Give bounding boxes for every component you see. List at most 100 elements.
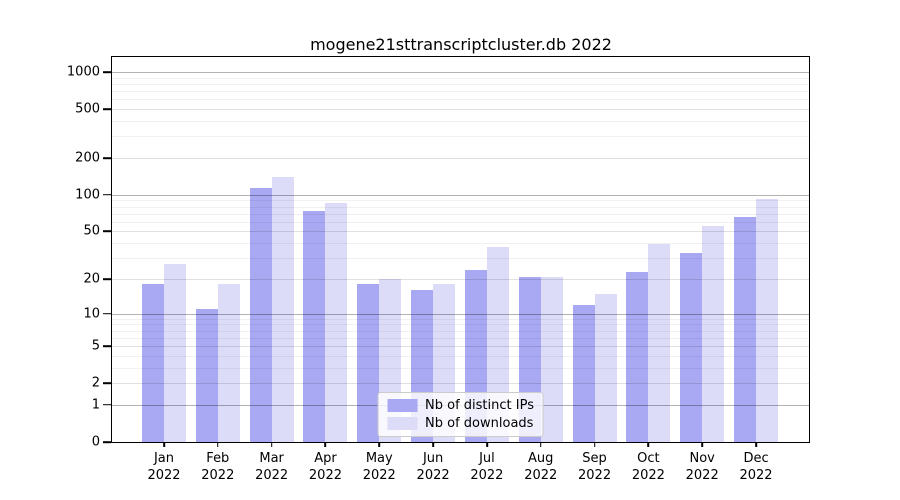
bar-nov-downloads — [702, 226, 725, 442]
x-tick-mark-nov — [701, 442, 703, 447]
y-tick-mark-0 — [102, 441, 111, 443]
gridline-minor-40 — [112, 243, 809, 245]
x-tick-year-aug: 2022 — [524, 468, 558, 483]
gridline-minor-90 — [112, 200, 809, 202]
bar-feb-distinct-ips — [195, 308, 218, 442]
x-tick-year-dec: 2022 — [739, 468, 773, 483]
x-tick-year-jun: 2022 — [416, 468, 450, 483]
x-tick-label-aug: Aug 2022 — [509, 450, 573, 484]
x-tick-mark-mar — [270, 442, 273, 447]
gridline-2 — [112, 383, 809, 385]
gridline-20 — [112, 278, 809, 280]
y-tick-label-10: 10 — [83, 306, 100, 322]
gridline-minor-80 — [112, 206, 809, 208]
y-tick-label-500: 500 — [75, 101, 100, 117]
legend-item-downloads: Nb of downloads — [387, 416, 534, 431]
plot-area: 0 1 2 5 10 20 50 100 200 500 1000 Jan 2022 Feb 2022 Mar… — [67, 56, 810, 483]
bar-apr-downloads — [325, 202, 348, 442]
x-tick-mark-oct — [647, 442, 650, 447]
x-tick-label-jul: Jul 2022 — [455, 450, 519, 484]
x-tick-label-apr: Apr 2022 — [293, 450, 357, 484]
x-tick-month-feb: Feb — [206, 451, 230, 466]
x-tick-mark-feb — [217, 442, 219, 447]
gridline-major-1000 — [112, 72, 809, 74]
legend-item-distinct-ips: Nb of distinct IPs — [387, 398, 534, 413]
y-tick-mark-1 — [102, 404, 111, 406]
x-tick-mark-apr — [324, 442, 327, 447]
gridline-minor-3 — [112, 367, 809, 369]
gridline-500 — [112, 109, 809, 111]
y-tick-mark-50 — [102, 230, 111, 233]
y-tick-label-1: 1 — [91, 397, 100, 413]
x-tick-month-dec: Dec — [743, 451, 769, 466]
gridline-200 — [112, 158, 809, 160]
x-tick-mark-jan — [163, 442, 165, 447]
x-tick-year-may: 2022 — [362, 468, 396, 483]
bar-sep-downloads — [594, 293, 617, 442]
legend: Nb of distinct IPs Nb of downloads — [377, 392, 544, 437]
gridline-minor-700 — [112, 91, 809, 93]
bar-jan-distinct-ips — [142, 284, 164, 442]
y-tick-label-0: 0 — [91, 434, 100, 450]
y-tick-mark-20 — [102, 278, 111, 280]
gridline-minor-800 — [112, 84, 809, 86]
bar-sep-distinct-ips — [572, 304, 595, 442]
legend-label-downloads: Nb of downloads — [425, 416, 534, 431]
x-tick-month-nov: Nov — [689, 451, 715, 466]
gridline-minor-600 — [112, 99, 809, 101]
y-tick-mark-100 — [102, 194, 111, 196]
x-tick-year-mar: 2022 — [255, 468, 289, 483]
legend-label-distinct-ips: Nb of distinct IPs — [425, 398, 534, 413]
bar-may-distinct-ips — [357, 284, 380, 442]
x-tick-mark-jul — [486, 442, 488, 447]
x-tick-mark-sep — [593, 442, 596, 447]
bar-nov-distinct-ips — [680, 253, 703, 442]
x-tick-mark-aug — [539, 442, 542, 447]
x-tick-mark-dec — [755, 442, 757, 447]
y-tick-label-1000: 1000 — [66, 64, 100, 80]
bar-oct-downloads — [648, 244, 671, 442]
x-tick-month-jan: Jan — [153, 451, 175, 466]
x-tick-year-apr: 2022 — [308, 468, 342, 483]
x-tick-mark-may — [378, 442, 381, 447]
gridline-minor-9 — [112, 318, 809, 320]
gridline-minor-60 — [112, 221, 809, 223]
bar-jan-downloads — [164, 263, 186, 442]
x-tick-year-jan: 2022 — [147, 468, 181, 483]
y-tick-label-2: 2 — [91, 375, 100, 391]
x-tick-label-jun: Jun 2022 — [401, 450, 465, 484]
y-tick-mark-500 — [102, 108, 111, 110]
x-tick-label-jan: Jan 2022 — [132, 450, 196, 484]
gridline-50 — [112, 231, 809, 233]
x-tick-month-jun: Jun — [422, 451, 444, 466]
gridline-minor-400 — [112, 121, 809, 123]
gridline-minor-30 — [112, 258, 809, 260]
bar-mar-distinct-ips — [249, 187, 272, 442]
gridline-5 — [112, 346, 809, 348]
y-tick-mark-10 — [102, 312, 111, 315]
y-tick-label-50: 50 — [83, 223, 100, 239]
y-tick-mark-2 — [102, 382, 111, 384]
x-tick-month-jul: Jul — [479, 451, 495, 466]
gridlines-layer — [112, 57, 809, 442]
x-tick-year-feb: 2022 — [201, 468, 235, 483]
y-tick-label-5: 5 — [91, 338, 100, 354]
x-tick-label-dec: Dec 2022 — [724, 450, 788, 484]
y-tick-mark-5 — [102, 345, 111, 347]
bar-mar-downloads — [271, 177, 294, 442]
x-tick-year-sep: 2022 — [578, 468, 612, 483]
gridline-major-100 — [112, 194, 809, 196]
gridline-minor-300 — [112, 136, 809, 138]
x-tick-mark-jun — [432, 442, 434, 447]
x-tick-month-aug: Aug — [528, 451, 554, 466]
bar-dec-downloads — [756, 198, 779, 442]
bar-apr-distinct-ips — [303, 210, 326, 442]
x-tick-month-apr: Apr — [314, 451, 337, 466]
x-tick-label-may: May 2022 — [347, 450, 411, 484]
gridline-minor-900 — [112, 77, 809, 79]
x-tick-label-sep: Sep 2022 — [563, 450, 627, 484]
x-tick-month-oct: Oct — [637, 451, 660, 466]
legend-swatch-distinct-ips — [387, 399, 418, 412]
x-tick-month-sep: Sep — [582, 451, 607, 466]
